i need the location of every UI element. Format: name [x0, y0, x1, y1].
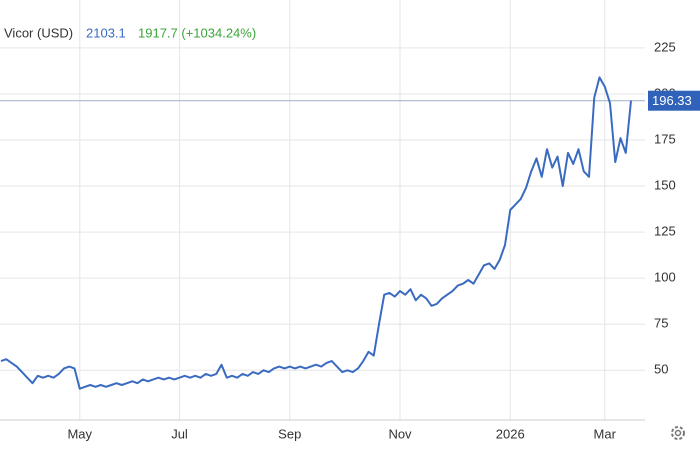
chart-title: Vicor (USD): [4, 25, 73, 40]
x-tick-label: 2026: [496, 426, 525, 441]
x-tick-label: May: [67, 426, 92, 441]
y-tick-label: 125: [654, 224, 676, 239]
last-price-tag: [648, 90, 700, 111]
y-tick-label: 150: [654, 177, 676, 192]
gear-outer: [671, 426, 685, 440]
gear-inner: [674, 429, 682, 437]
y-tick-label: 175: [654, 131, 676, 146]
x-tick-label: Jul: [171, 426, 188, 441]
y-tick-label: 100: [654, 270, 676, 285]
price: 2103.1: [86, 25, 126, 40]
x-tick-label: Sep: [278, 426, 301, 441]
x-tick-label: Mar: [594, 426, 617, 441]
y-tick-label: 50: [654, 362, 668, 377]
y-tick-label: 75: [654, 316, 668, 331]
x-tick-label: Nov: [388, 426, 412, 441]
price-line: [0, 76, 632, 390]
settings-icon[interactable]: [671, 426, 685, 440]
y-tick-label: 225: [654, 39, 676, 54]
last-price-label: 196.33: [652, 93, 692, 108]
change: 1917.7 (+1034.24%): [138, 25, 256, 40]
